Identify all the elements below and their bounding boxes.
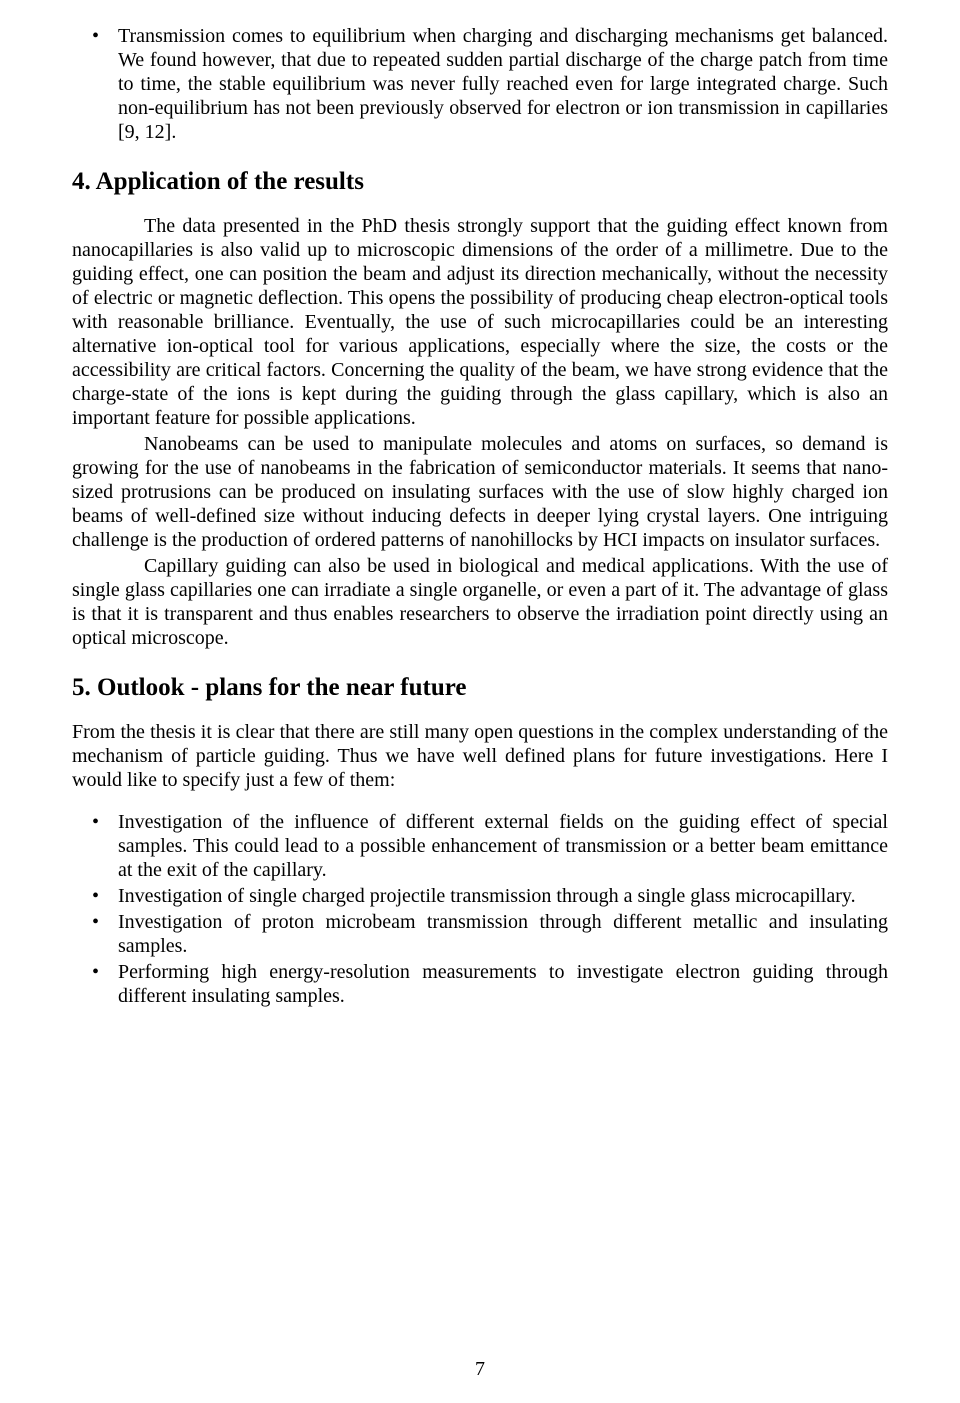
section-5-intro: From the thesis it is clear that there a… [72, 720, 888, 792]
page-container: Transmission comes to equilibrium when c… [0, 0, 960, 1403]
top-bullet-list: Transmission comes to equilibrium when c… [72, 24, 888, 144]
section-4-paragraph-3: Capillary guiding can also be used in bi… [72, 554, 888, 650]
list-item: Investigation of proton microbeam transm… [118, 910, 888, 958]
section-5-heading: 5. Outlook - plans for the near future [72, 674, 888, 702]
section-4-paragraph-2: Nanobeams can be used to manipulate mole… [72, 432, 888, 552]
section-4-paragraph-1: The data presented in the PhD thesis str… [72, 214, 888, 430]
paragraph-text: Capillary guiding can also be used in bi… [72, 555, 888, 649]
list-item: Investigation of single charged projecti… [118, 884, 888, 908]
list-item: Performing high energy-resolution measur… [118, 960, 888, 1008]
section-5-bullet-list: Investigation of the influence of differ… [72, 810, 888, 1008]
section-4-heading: 4. Application of the results [72, 168, 888, 196]
list-item: Investigation of the influence of differ… [118, 810, 888, 882]
paragraph-text: The data presented in the PhD thesis str… [72, 215, 888, 429]
list-item: Transmission comes to equilibrium when c… [118, 24, 888, 144]
page-number: 7 [0, 1358, 960, 1381]
paragraph-text: Nanobeams can be used to manipulate mole… [72, 433, 888, 551]
